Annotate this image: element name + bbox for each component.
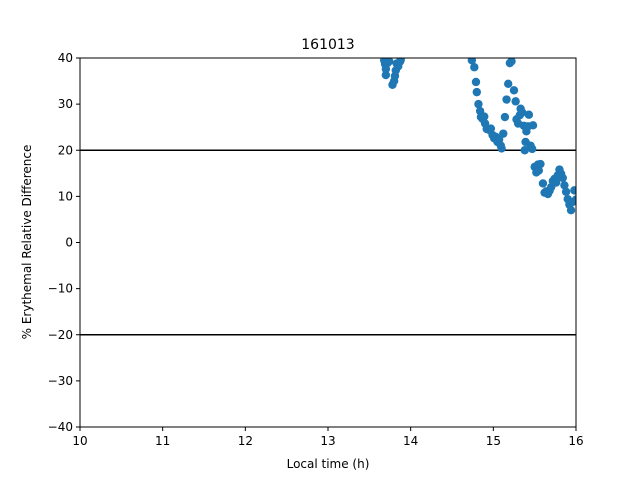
data-point xyxy=(518,108,527,117)
data-point xyxy=(551,178,561,187)
data-point xyxy=(499,129,508,138)
data-point xyxy=(470,63,479,72)
data-point xyxy=(536,159,545,169)
data-point xyxy=(566,206,576,215)
data-point xyxy=(480,112,489,121)
data-point xyxy=(486,124,496,133)
y-tick-label: −30 xyxy=(48,374,73,388)
data-point xyxy=(524,110,534,119)
data-point xyxy=(509,86,519,95)
chart-title: 161013 xyxy=(301,37,354,53)
data-points xyxy=(380,58,576,215)
data-point xyxy=(511,97,520,106)
data-point xyxy=(560,181,569,190)
y-tick-label: 10 xyxy=(58,189,73,203)
x-tick-label: 15 xyxy=(486,434,501,448)
data-point xyxy=(561,187,571,196)
x-tick-label: 11 xyxy=(155,434,170,448)
data-point xyxy=(570,186,576,195)
data-point xyxy=(528,121,538,130)
data-point xyxy=(381,70,391,80)
data-point xyxy=(472,87,481,97)
data-point xyxy=(571,195,576,204)
y-axis-label: % Erythemal Relative Difference xyxy=(20,145,34,340)
data-point xyxy=(474,99,483,109)
y-tick-label: −20 xyxy=(48,328,73,342)
data-point xyxy=(558,173,567,183)
x-axis-label: Local time (h) xyxy=(287,457,370,471)
y-tick-label: −10 xyxy=(48,282,73,296)
data-point xyxy=(504,79,513,89)
data-point xyxy=(396,58,405,65)
x-tick-label: 14 xyxy=(403,434,418,448)
data-point xyxy=(527,144,537,154)
y-tick-label: 0 xyxy=(65,236,73,250)
x-tick-label: 10 xyxy=(72,434,87,448)
y-tick-label: 30 xyxy=(58,97,73,111)
x-tick-label: 12 xyxy=(238,434,253,448)
y-tick-label: 40 xyxy=(58,51,73,65)
data-point xyxy=(538,179,548,188)
data-point xyxy=(467,58,477,65)
data-point xyxy=(534,166,543,175)
data-point xyxy=(471,77,481,87)
data-point xyxy=(497,144,506,153)
y-tick-label: −40 xyxy=(48,420,73,434)
data-point xyxy=(384,58,394,66)
data-point xyxy=(502,95,511,104)
y-tick-label: 20 xyxy=(58,143,73,157)
data-point xyxy=(520,146,529,155)
data-point xyxy=(507,58,516,66)
data-point xyxy=(500,112,510,122)
x-tick-label: 13 xyxy=(320,434,335,448)
x-tick-label: 16 xyxy=(568,434,583,448)
plot-area: 10 11 12 13 14 15 16 −40 −30 −20 −10 0 10 20 30 40 xyxy=(48,51,584,448)
